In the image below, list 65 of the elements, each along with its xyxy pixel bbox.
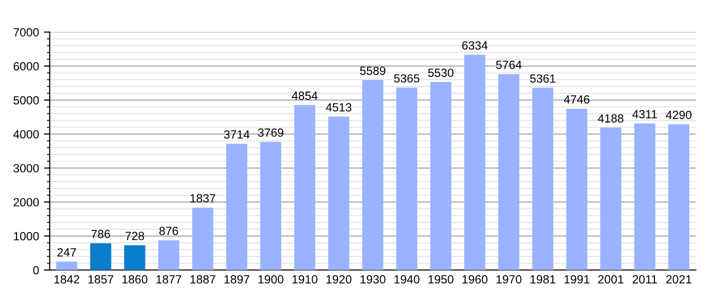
y-tick-label: 7000 <box>14 28 39 36</box>
bar <box>294 105 316 270</box>
data-label: 247 <box>57 248 76 256</box>
x-tick-label: 2001 <box>598 275 624 284</box>
y-tick-label: 5000 <box>13 96 39 104</box>
x-tick-label: 1930 <box>360 275 386 284</box>
x-tick-label: 1920 <box>326 275 352 284</box>
data-label: 4290 <box>666 110 692 120</box>
x-tick-label: 1887 <box>190 275 216 284</box>
bar <box>328 116 350 270</box>
bar <box>56 262 78 270</box>
data-label: 5589 <box>360 66 386 75</box>
data-label: 4513 <box>326 103 352 112</box>
bar <box>464 54 486 270</box>
data-label: 4311 <box>632 110 657 118</box>
x-tick-label: 1900 <box>258 275 284 284</box>
data-label: 4188 <box>598 114 624 123</box>
bar <box>634 123 656 270</box>
bar <box>566 108 588 270</box>
x-tick-label: 1910 <box>292 275 318 284</box>
data-label: 1837 <box>190 194 216 202</box>
bar <box>532 88 554 270</box>
bar <box>498 74 520 270</box>
bar <box>90 243 112 270</box>
data-label: 786 <box>91 230 110 238</box>
data-label: 728 <box>125 232 144 240</box>
data-label: 5361 <box>530 74 556 83</box>
x-tick-label: 1991 <box>564 275 590 284</box>
data-label: 4854 <box>292 92 318 100</box>
bar <box>668 124 690 270</box>
bar <box>158 240 180 270</box>
y-tick-label: 4000 <box>13 130 39 138</box>
y-tick-label: 0 <box>33 266 39 274</box>
x-tick-label: 1981 <box>530 275 556 284</box>
data-label: 3769 <box>258 128 284 137</box>
bar <box>430 82 452 270</box>
data-label: 4746 <box>564 95 590 104</box>
bar <box>260 142 282 270</box>
data-label: 5764 <box>496 60 522 69</box>
x-tick-label: 1860 <box>122 275 148 284</box>
y-tick-label: 3000 <box>13 164 39 172</box>
x-tick-label: 1950 <box>428 275 454 284</box>
bar <box>362 80 384 270</box>
data-label: 6334 <box>462 41 488 50</box>
bar <box>192 208 214 270</box>
x-tick-label: 2021 <box>666 275 692 284</box>
data-label: 5365 <box>394 74 420 83</box>
y-tick-label: 6000 <box>14 62 39 70</box>
data-label: 3714 <box>224 130 250 139</box>
x-tick-label: 1857 <box>88 275 114 284</box>
x-tick-label: 2011 <box>632 275 657 284</box>
bar <box>396 88 418 270</box>
bar <box>226 144 248 270</box>
data-label: 5530 <box>428 68 454 77</box>
y-tick-label: 2000 <box>14 198 39 206</box>
x-tick-label: 1842 <box>54 275 80 284</box>
bar <box>124 245 146 270</box>
x-tick-label: 1897 <box>224 275 250 284</box>
x-tick-label: 1940 <box>394 275 420 284</box>
data-label: 876 <box>159 226 178 236</box>
x-tick-label: 1970 <box>496 275 522 284</box>
x-tick-label: 1960 <box>462 275 488 284</box>
y-tick-label: 1000 <box>14 232 39 240</box>
bar <box>600 128 622 270</box>
x-tick-label: 1877 <box>156 275 182 284</box>
